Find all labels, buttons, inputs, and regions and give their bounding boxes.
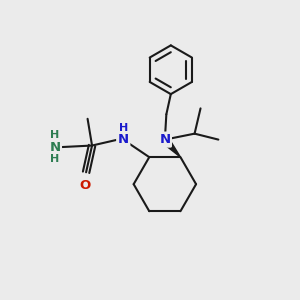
Text: O: O xyxy=(79,179,90,192)
Text: N: N xyxy=(49,140,61,154)
Text: H: H xyxy=(50,154,59,164)
Text: H: H xyxy=(50,130,59,140)
Text: N: N xyxy=(118,133,129,146)
Text: H: H xyxy=(118,123,128,133)
Text: N: N xyxy=(159,133,170,146)
Polygon shape xyxy=(162,137,181,157)
